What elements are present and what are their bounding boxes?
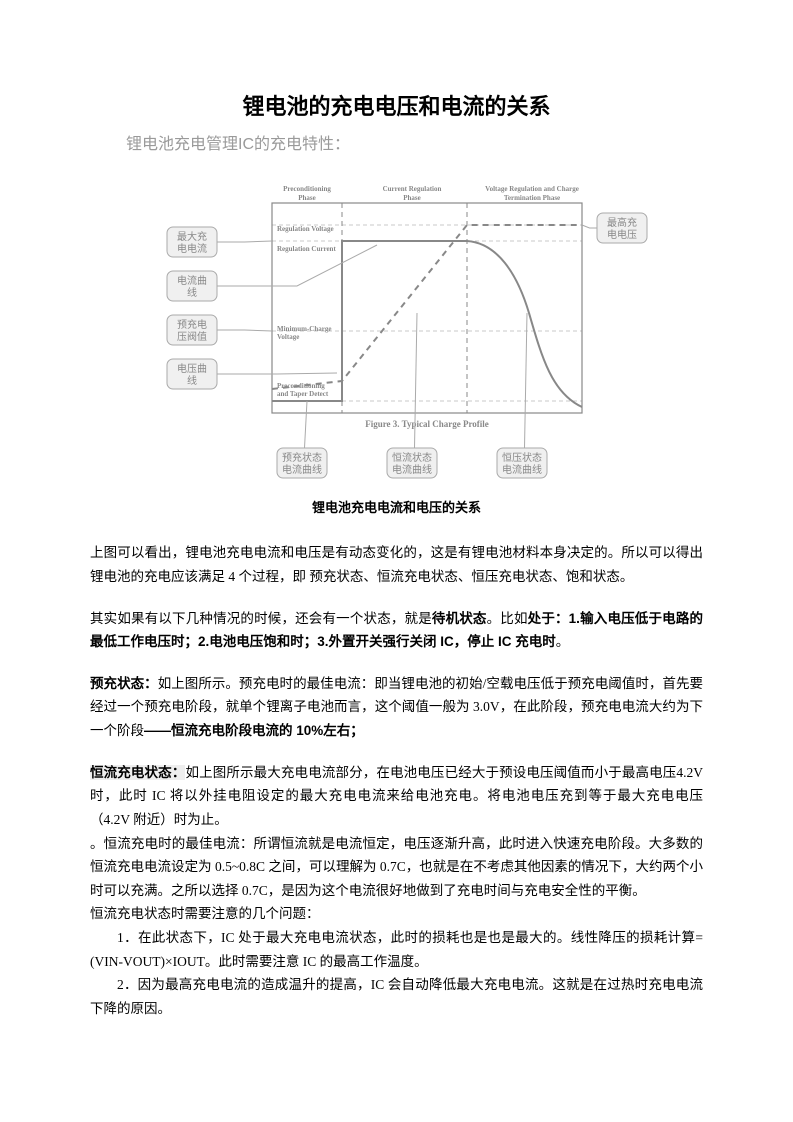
- charge-profile-chart: PreconditioningPhaseCurrent RegulationPh…: [137, 163, 657, 493]
- svg-text:线: 线: [187, 374, 197, 387]
- svg-text:Regulation Voltage: Regulation Voltage: [277, 225, 334, 233]
- svg-text:电电流: 电电流: [177, 242, 207, 255]
- svg-text:Preconditioning: Preconditioning: [283, 185, 331, 193]
- svg-text:Voltage: Voltage: [277, 333, 299, 341]
- svg-text:Phase: Phase: [403, 194, 421, 202]
- svg-text:电流曲线: 电流曲线: [392, 463, 432, 476]
- svg-text:and Taper Detect: and Taper Detect: [277, 390, 329, 398]
- chart-caption: 锂电池充电电流和电压的关系: [90, 497, 703, 520]
- svg-text:Phase: Phase: [298, 194, 316, 202]
- svg-text:恒压状态: 恒压状态: [502, 451, 542, 464]
- svg-text:电流曲线: 电流曲线: [282, 463, 322, 476]
- svg-text:电流曲: 电流曲: [177, 274, 207, 287]
- svg-text:Regulation Current: Regulation Current: [277, 245, 336, 253]
- paragraph-6: 恒流充电状态时需要注意的几个问题：: [90, 902, 703, 926]
- svg-text:压阀值: 压阀值: [177, 330, 207, 343]
- svg-text:最高充: 最高充: [607, 216, 637, 229]
- paragraph-2: 其实如果有以下几种情况的时候，还会有一个状态，就是待机状态。比如处于：1.输入电…: [90, 607, 703, 654]
- svg-text:Voltage Regulation and Charge: Voltage Regulation and Charge: [485, 185, 579, 193]
- svg-text:Minimum-Charge: Minimum-Charge: [277, 325, 331, 333]
- svg-text:电流曲线: 电流曲线: [502, 463, 542, 476]
- subtitle: 锂电池充电管理IC的充电特性：: [126, 131, 703, 159]
- svg-text:Termination Phase: Termination Phase: [503, 194, 559, 202]
- paragraph-4: 恒流充电状态：如上图所示最大充电电流部分，在电池电压已经大于预设电压阈值而小于最…: [90, 761, 703, 832]
- svg-text:预充状态: 预充状态: [282, 451, 322, 464]
- svg-text:Current Regulation: Current Regulation: [382, 185, 441, 193]
- svg-text:预充电: 预充电: [177, 318, 207, 331]
- page-title: 锂电池的充电电压和电流的关系: [90, 88, 703, 127]
- paragraph-8: 2．因为最高充电电流的造成温升的提高，IC 会自动降低最大充电电流。这就是在过热…: [90, 973, 703, 1020]
- svg-text:电压曲: 电压曲: [177, 362, 207, 375]
- svg-text:电电压: 电电压: [607, 228, 637, 241]
- svg-text:线: 线: [187, 286, 197, 299]
- paragraph-7: 1．在此状态下，IC 处于最大充电电流状态，此时的损耗也是也是最大的。线性降压的…: [90, 926, 703, 973]
- paragraph-1: 上图可以看出，锂电池充电电流和电压是有动态变化的，这是有锂电池材料本身决定的。所…: [90, 541, 703, 588]
- svg-text:最大充: 最大充: [177, 230, 207, 243]
- svg-text:Figure 3. Typical Charge Profi: Figure 3. Typical Charge Profile: [365, 419, 489, 429]
- paragraph-3: 预充状态：如上图所示。预充电时的最佳电流：即当锂电池的初始/空载电压低于预充电阈…: [90, 672, 703, 743]
- chart-container: PreconditioningPhaseCurrent RegulationPh…: [90, 163, 703, 493]
- svg-text:恒流状态: 恒流状态: [392, 451, 432, 464]
- paragraph-5: 。恒流充电时的最佳电流：所谓恒流就是电流恒定，电压逐渐升高，此时进入快速充电阶段…: [90, 832, 703, 903]
